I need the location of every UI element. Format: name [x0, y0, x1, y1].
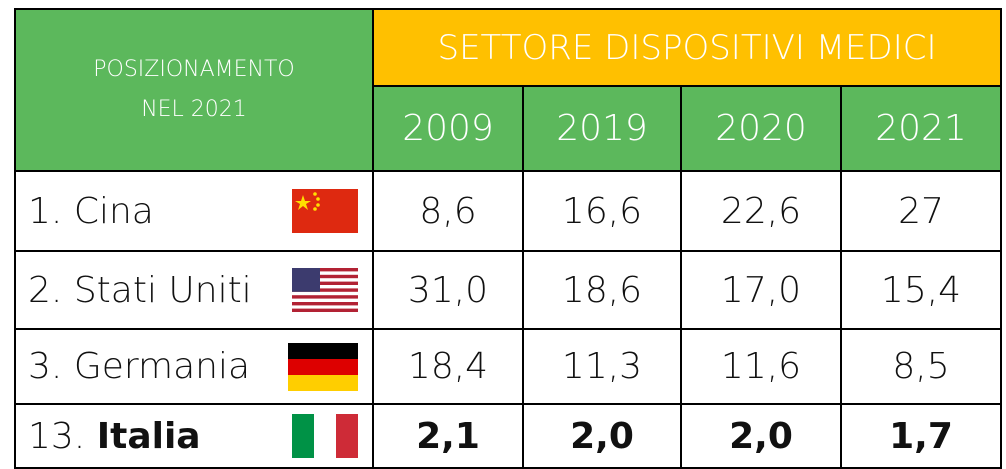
country-cell: 2. Stati Uniti — [16, 252, 374, 330]
sector-header: SETTORE DISPOSITIVI MEDICI — [374, 10, 1002, 87]
country: Germania — [73, 346, 251, 387]
flag-usa — [292, 268, 358, 312]
flag-germany — [288, 342, 358, 391]
value-cell: 18,6 — [524, 252, 682, 330]
position-header: POSIZIONAMENTO NEL 2021 — [16, 10, 374, 172]
value-cell: 27 — [842, 172, 1002, 252]
value-cell: 8,6 — [374, 172, 524, 252]
value-cell: 1,7 — [842, 405, 1002, 469]
header-line: POSIZIONAMENTO — [93, 57, 295, 82]
year-header: 2009 — [374, 87, 524, 172]
flag-italy — [292, 414, 358, 458]
value-cell: 8,5 — [842, 330, 1002, 405]
value-cell: 17,0 — [682, 252, 842, 330]
country-cell: 13. Italia — [16, 405, 374, 469]
flag-china — [292, 189, 358, 233]
rank: 13. — [28, 415, 86, 457]
value-cell: 11,6 — [682, 330, 842, 405]
rank: 3. — [28, 346, 63, 387]
table: POSIZIONAMENTO NEL 2021 SETTORE DISPOSIT… — [14, 8, 1002, 469]
value-cell: 18,4 — [374, 330, 524, 405]
country: Italia — [96, 415, 201, 457]
country: Cina — [73, 190, 154, 232]
year-header: 2019 — [524, 87, 682, 172]
rank: 2. — [28, 269, 63, 311]
value-cell: 2,1 — [374, 405, 524, 469]
value-cell: 16,6 — [524, 172, 682, 252]
value-cell: 22,6 — [682, 172, 842, 252]
country-cell: 3. Germania — [16, 330, 374, 405]
country: Stati Uniti — [73, 269, 252, 311]
year-header: 2020 — [682, 87, 842, 172]
value-cell: 31,0 — [374, 252, 524, 330]
value-cell: 2,0 — [682, 405, 842, 469]
country-cell: 1. Cina — [16, 172, 374, 252]
year-header: 2021 — [842, 87, 1002, 172]
value-cell: 11,3 — [524, 330, 682, 405]
value-cell: 2,0 — [524, 405, 682, 469]
header-line: NEL 2021 — [141, 97, 247, 122]
rank: 1. — [28, 190, 63, 232]
value-cell: 15,4 — [842, 252, 1002, 330]
